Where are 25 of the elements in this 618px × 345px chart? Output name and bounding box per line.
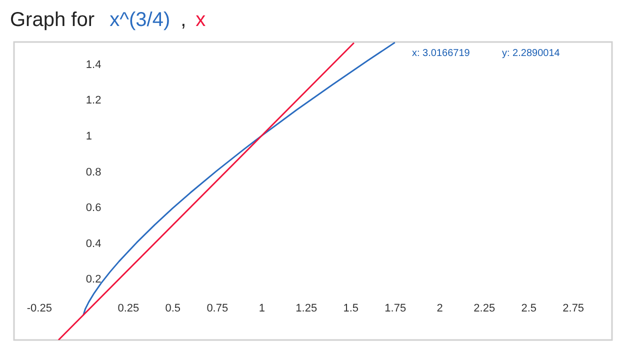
x-tick-label: 0.5 <box>165 302 181 314</box>
x-tick-label: 1.5 <box>343 302 359 314</box>
x-tick-label: -0.25 <box>26 302 52 314</box>
y-tick-label: 1 <box>86 130 92 142</box>
text: x^(3/4) <box>110 9 170 31</box>
x-tick-label: 1.25 <box>296 302 318 314</box>
y-tick-label: 0.2 <box>86 274 102 286</box>
y-tick-label: 1.4 <box>86 58 102 71</box>
x-tick-label: 2 <box>436 302 443 314</box>
y-tick-label: 0.4 <box>86 238 102 250</box>
x-tick-label: 2.5 <box>521 302 536 314</box>
y-tick-label: 0.6 <box>86 202 102 214</box>
x-tick-label: 2.25 <box>474 302 496 314</box>
chart-title: Graph for <box>10 9 95 31</box>
x-tick-label: 1 <box>258 302 265 314</box>
text: x <box>196 9 206 31</box>
annotation: y: 2.2890014 <box>502 48 560 59</box>
x-tick-label: 1.75 <box>384 302 406 314</box>
x-tick-label: 0.75 <box>206 302 228 314</box>
y-tick-label: 1.2 <box>86 94 102 107</box>
annotation: x: 3.0166719 <box>412 48 470 59</box>
text: , <box>180 9 186 31</box>
y-tick-label: 0.8 <box>86 166 102 178</box>
x-tick-label: 2.75 <box>562 302 584 314</box>
x-tick-label: 0.25 <box>118 302 140 314</box>
